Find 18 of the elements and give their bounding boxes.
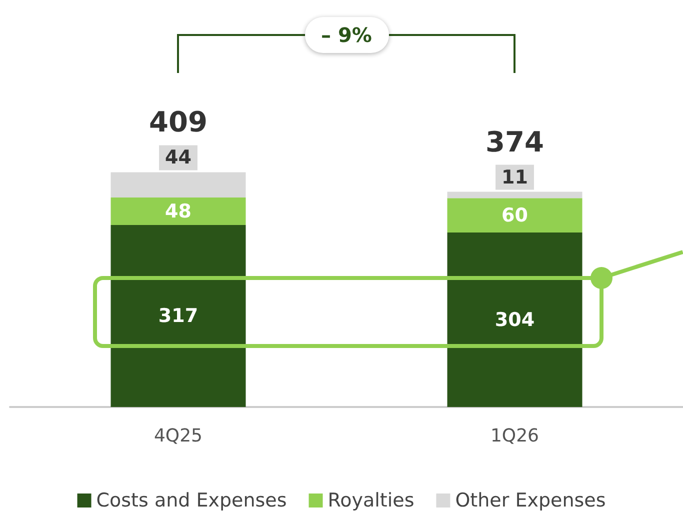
data-label: 48 <box>165 200 192 222</box>
legend-label: Costs and Expenses <box>96 490 287 512</box>
legend-label: Royalties <box>328 490 414 512</box>
bar <box>447 232 582 407</box>
data-label: 11 <box>502 166 528 188</box>
legend-label: Other Expenses <box>455 490 606 512</box>
data-label: 317 <box>158 305 198 328</box>
data-label: 304 <box>494 308 535 331</box>
data-label: 44 <box>165 146 192 169</box>
x-tick-label: 4Q25 <box>154 426 203 446</box>
bar <box>110 225 246 407</box>
text: – 9% <box>304 17 388 53</box>
x-tick-label: 1Q26 <box>490 426 540 446</box>
bar <box>447 198 582 233</box>
total-label: 374 <box>486 125 544 158</box>
data-label: 60 <box>502 204 528 226</box>
bar <box>110 197 246 226</box>
total-label: 409 <box>149 106 208 139</box>
